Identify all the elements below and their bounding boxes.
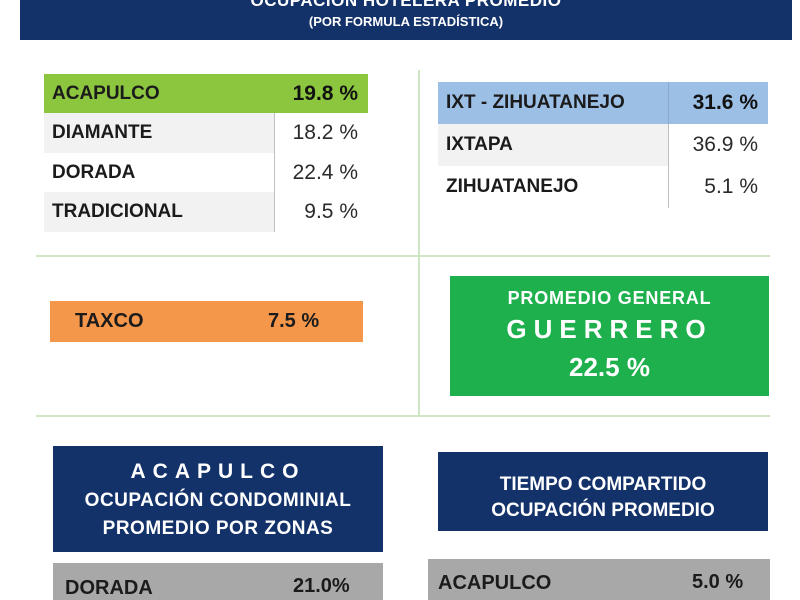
acapulco-table: ACAPULCO 19.8 % DIAMANTE 18.2 % DORADA 2… [44, 74, 368, 232]
table-row-tradicional: TRADICIONAL 9.5 % [44, 192, 368, 232]
row-value: 21.0% [293, 575, 350, 597]
row-value: 5.1 % [668, 166, 768, 208]
tiempo-compartido-subtitle: OCUPACIÓN PROMEDIO [491, 500, 715, 521]
promedio-general-box: PROMEDIO GENERAL GUERRERO 22.5 % [450, 276, 769, 396]
row-label: DORADA [65, 577, 153, 599]
row-label: IXT - ZIHUATANEJO [446, 92, 625, 113]
tiempo-compartido-title: TIEMPO COMPARTIDO [499, 474, 707, 495]
row-label: ACAPULCO [52, 82, 160, 104]
condominial-city: ACAPULCO [130, 460, 306, 483]
row-label: ZIHUATANEJO [446, 176, 579, 197]
row-value: 19.8 % [292, 81, 358, 105]
table-row-dorada: DORADA 22.4 % [44, 153, 368, 192]
row-value: 36.9 % [668, 124, 768, 166]
row-value: 22.4 % [274, 153, 368, 192]
page-subtitle: (POR FORMULA ESTADÍSTICA) [308, 14, 504, 29]
row-value: 5.0 % [692, 571, 744, 593]
header-banner: OCUPACIÓN HOTELERA PROMEDIO (POR FORMULA… [20, 0, 792, 40]
row-value: 18.2 % [274, 113, 368, 153]
taxco-box: TAXCO 7.5 % [50, 301, 363, 342]
condominial-subtitle: PROMEDIO POR ZONAS [102, 518, 334, 539]
table-row-acapulco: ACAPULCO 19.8 % [44, 74, 368, 113]
condominial-row-dorada: DORADA 21.0% [53, 563, 383, 600]
taxco-label: TAXCO [75, 310, 144, 332]
table-row-diamante: DIAMANTE 18.2 % [44, 113, 368, 153]
horizontal-divider-bottom [36, 415, 770, 417]
horizontal-divider-top [36, 255, 770, 257]
ixtapa-table: IXT - ZIHUATANEJO 31.6 % IXTAPA 36.9 % Z… [438, 82, 768, 208]
condominial-title: OCUPACIÓN CONDOMINIAL [84, 490, 352, 511]
row-label: DIAMANTE [52, 122, 153, 143]
row-value: 31.6 % [668, 82, 768, 124]
condominial-header-box: ACAPULCO OCUPACIÓN CONDOMINIAL PROMEDIO … [53, 446, 383, 552]
row-label: DORADA [52, 161, 136, 183]
tiempo-compartido-row-acapulco: ACAPULCO 5.0 % [428, 559, 770, 600]
table-row-zihuatanejo: ZIHUATANEJO 5.1 % [438, 166, 768, 208]
vertical-divider [418, 70, 420, 415]
row-label: ACAPULCO [438, 572, 552, 594]
table-row-ixt-zihuatanejo: IXT - ZIHUATANEJO 31.6 % [438, 82, 768, 124]
taxco-value: 7.5 % [268, 310, 320, 332]
promedio-general-value: 22.5 % [569, 352, 650, 382]
table-row-ixtapa: IXTAPA 36.9 % [438, 124, 768, 166]
promedio-general-label: PROMEDIO GENERAL [507, 288, 712, 308]
row-label: TRADICIONAL [52, 201, 183, 222]
promedio-general-state: GUERRERO [506, 314, 713, 344]
row-label: IXTAPA [446, 134, 513, 155]
page-title: OCUPACIÓN HOTELERA PROMEDIO [250, 0, 562, 10]
row-value: 9.5 % [274, 192, 368, 232]
tiempo-compartido-header-box: TIEMPO COMPARTIDO OCUPACIÓN PROMEDIO [438, 452, 768, 531]
